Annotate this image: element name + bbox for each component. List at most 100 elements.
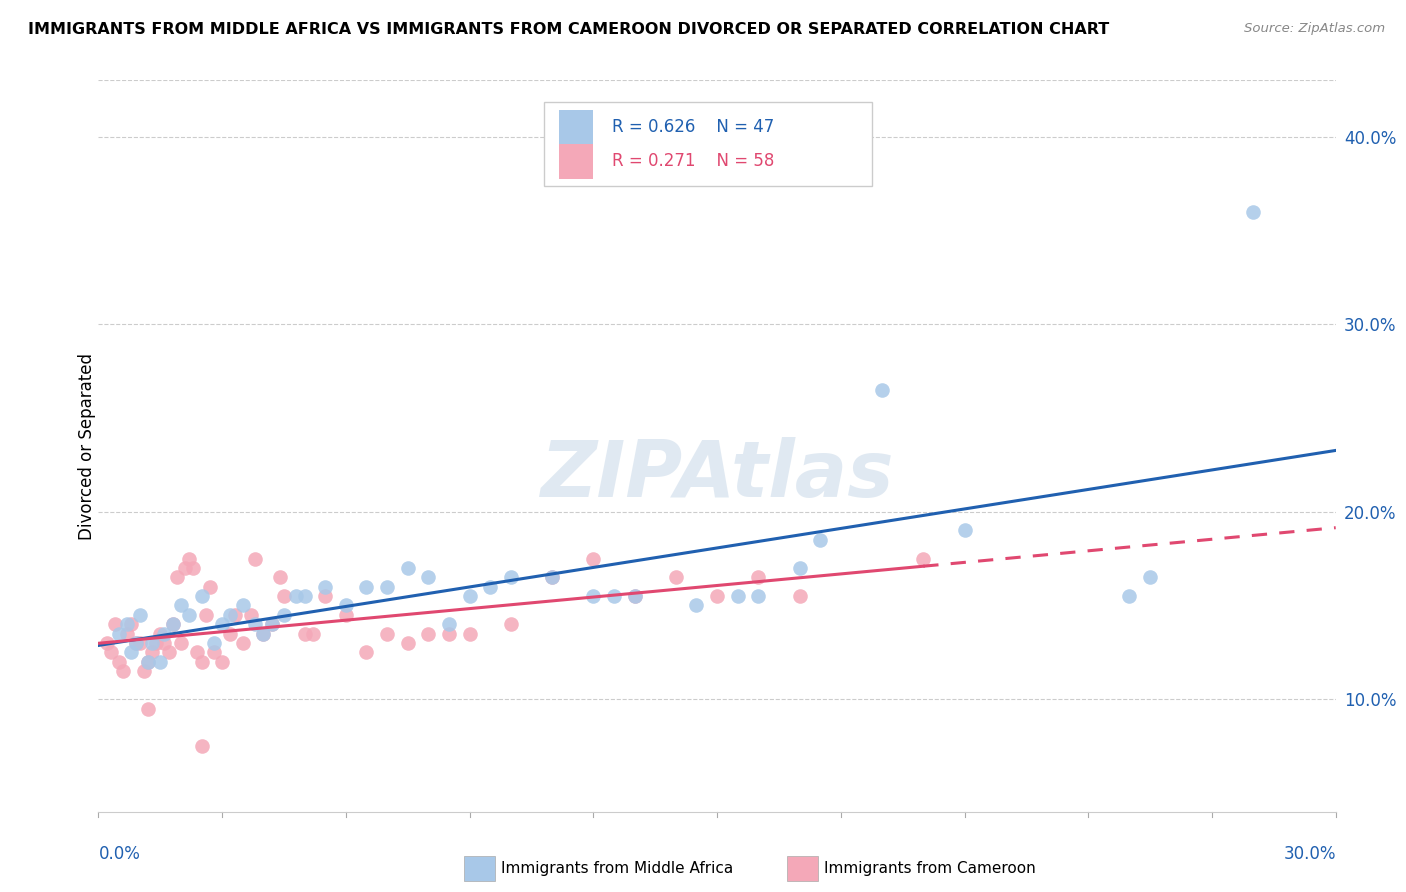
Point (149, 626, 172, 640)
Text: R = 0.271    N = 58: R = 0.271 N = 58 (612, 153, 775, 170)
Point (499, 570, 522, 584)
Point (603, 589, 626, 603)
Point (285, 589, 308, 603)
Text: IMMIGRANTS FROM MIDDLE AFRICA VS IMMIGRANTS FROM CAMEROON DIVORCED OR SEPARATED : IMMIGRANTS FROM MIDDLE AFRICA VS IMMIGRA… (28, 22, 1109, 37)
Bar (558, 110, 593, 145)
Point (314, 580, 336, 594)
Point (1241, 204, 1264, 219)
Point (252, 626, 274, 640)
Point (582, 589, 605, 603)
Point (706, 589, 728, 603)
Point (186, 645, 208, 659)
Point (582, 551, 605, 566)
Point (141, 645, 163, 659)
Point (170, 636, 193, 650)
Point (294, 626, 316, 640)
Point (375, 626, 398, 640)
Point (260, 617, 283, 632)
Point (437, 626, 460, 640)
Point (202, 645, 225, 659)
Point (153, 626, 176, 640)
Point (108, 655, 131, 669)
Text: 30.0%: 30.0% (1284, 846, 1336, 863)
Point (166, 570, 188, 584)
Point (396, 561, 419, 575)
Point (232, 636, 254, 650)
Point (190, 589, 212, 603)
Point (162, 617, 184, 632)
Point (211, 617, 233, 632)
Point (458, 626, 481, 640)
Point (162, 617, 184, 632)
Point (202, 636, 225, 650)
Point (243, 551, 266, 566)
Bar (558, 144, 593, 179)
Point (104, 617, 127, 632)
Point (100, 645, 122, 659)
Point (124, 636, 146, 650)
Point (136, 655, 159, 669)
Point (120, 645, 142, 659)
Point (128, 636, 150, 650)
Point (132, 664, 155, 678)
Point (194, 607, 217, 622)
Point (179, 551, 201, 566)
Point (117, 626, 139, 640)
Point (157, 645, 180, 659)
Point (685, 599, 707, 613)
Point (120, 617, 142, 632)
Point (458, 589, 481, 603)
Y-axis label: Divorced or Separated: Divorced or Separated (79, 352, 96, 540)
Point (623, 589, 645, 603)
Point (335, 599, 357, 613)
Point (273, 589, 295, 603)
Point (190, 739, 212, 753)
Point (314, 589, 336, 603)
Point (747, 589, 769, 603)
Point (190, 655, 212, 669)
Point (808, 533, 831, 547)
Point (153, 636, 176, 650)
Text: Immigrants from Cameroon: Immigrants from Cameroon (824, 862, 1036, 876)
Point (789, 589, 811, 603)
Point (269, 570, 291, 584)
Point (145, 636, 167, 650)
Point (232, 599, 254, 613)
Point (141, 636, 163, 650)
Point (727, 589, 749, 603)
Point (396, 636, 419, 650)
Point (1139, 570, 1161, 584)
Point (541, 570, 564, 584)
Point (136, 701, 159, 715)
Point (335, 607, 357, 622)
Point (665, 570, 688, 584)
Point (1118, 589, 1140, 603)
Point (294, 589, 316, 603)
Point (418, 626, 440, 640)
Point (198, 580, 221, 594)
Point (953, 524, 976, 538)
Point (240, 607, 263, 622)
Point (128, 607, 150, 622)
Point (136, 655, 159, 669)
Point (124, 636, 146, 650)
Point (243, 617, 266, 632)
Point (219, 626, 242, 640)
Point (356, 580, 378, 594)
Point (273, 607, 295, 622)
Point (224, 607, 246, 622)
Point (260, 617, 283, 632)
Point (356, 645, 378, 659)
Point (149, 655, 172, 669)
Point (479, 580, 502, 594)
Point (437, 617, 460, 632)
Point (789, 561, 811, 575)
Point (375, 580, 398, 594)
Text: R = 0.626    N = 47: R = 0.626 N = 47 (612, 118, 775, 136)
FancyBboxPatch shape (544, 103, 872, 186)
Point (747, 570, 769, 584)
Text: Source: ZipAtlas.com: Source: ZipAtlas.com (1244, 22, 1385, 36)
Point (112, 664, 135, 678)
Point (870, 383, 893, 397)
Point (96, 636, 118, 650)
